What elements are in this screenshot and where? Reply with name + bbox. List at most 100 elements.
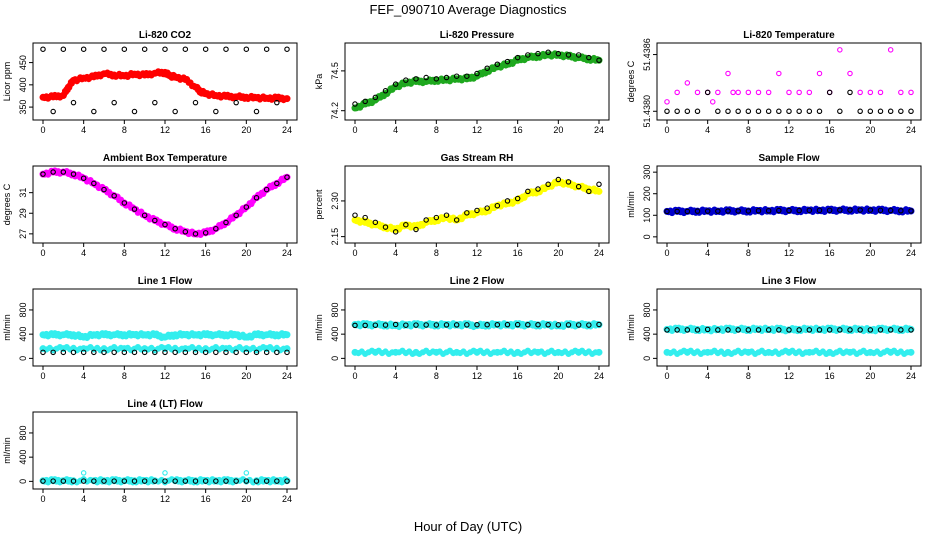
data-point [755, 208, 762, 214]
x-tick-label: 20 [865, 125, 875, 135]
data-point [504, 58, 511, 65]
data-point [525, 188, 531, 195]
data-point [555, 176, 562, 183]
data-point [545, 322, 551, 328]
data-point [70, 478, 77, 484]
data-point [274, 180, 280, 187]
data-point [253, 478, 260, 484]
series-flow_b [663, 347, 915, 358]
data-point [152, 478, 158, 484]
y-tick-label: 100 [642, 208, 652, 223]
data-point [898, 108, 904, 115]
data-point [898, 208, 904, 214]
x-tick-label: 0 [40, 371, 45, 381]
data-point [565, 322, 572, 328]
data-point [725, 208, 731, 214]
x-tick-label: 12 [160, 125, 170, 135]
x-tick-label: 12 [472, 371, 482, 381]
data-point [40, 171, 46, 177]
data-point [182, 46, 189, 52]
data-point [786, 327, 792, 333]
data-point [796, 108, 802, 115]
x-tick-label: 4 [393, 125, 398, 135]
data-point [867, 207, 874, 213]
data-point [847, 327, 853, 333]
x-tick-label: 0 [40, 248, 45, 258]
data-point [121, 46, 128, 52]
data-point [91, 349, 97, 356]
x-tick-label: 16 [201, 125, 211, 135]
data-point [857, 108, 863, 115]
x-tick-label: 8 [122, 371, 127, 381]
y-axis-label: ml/min [314, 314, 324, 341]
data-point [555, 50, 562, 57]
data-point [755, 327, 762, 333]
data-point [908, 208, 914, 214]
data-point [60, 46, 67, 52]
x-tick-label: 8 [434, 125, 439, 135]
data-point [514, 195, 521, 202]
data-point [80, 478, 87, 484]
data-point [382, 88, 389, 94]
panel-title: Line 2 Flow [450, 276, 505, 287]
data-point [40, 349, 46, 356]
data-point [403, 322, 409, 328]
data-point [745, 327, 752, 333]
data-point [765, 327, 772, 333]
data-point [233, 349, 239, 356]
y-tick-label: 800 [18, 425, 28, 440]
y-tick-label: 800 [330, 302, 340, 317]
x-tick-label: 20 [865, 371, 875, 381]
data-point [70, 99, 77, 106]
data-point [826, 327, 833, 333]
data-point [192, 231, 199, 237]
data-point [131, 349, 138, 356]
y-tick-label: 51.4386 [642, 38, 652, 71]
data-point [213, 225, 219, 232]
data-point [826, 207, 833, 214]
data-point [816, 108, 823, 115]
panel-title: Line 4 (LT) Flow [127, 399, 203, 410]
data-point [730, 89, 736, 96]
data-point [141, 46, 148, 52]
data-point [213, 349, 219, 356]
data-point [806, 108, 813, 115]
panel-5: Sample Flow ml/min 0 4 8 12 16 20 24 0 100 200 300 [626, 153, 922, 258]
data-point [284, 174, 290, 180]
data-point [152, 99, 158, 106]
data-point [372, 219, 379, 226]
panel-title: Line 3 Flow [762, 276, 817, 287]
data-point [494, 61, 501, 67]
data-point [101, 349, 107, 356]
y-axis-label: Licor ppm [2, 62, 12, 102]
data-point [837, 207, 843, 213]
data-point [887, 207, 894, 214]
x-tick-label: 0 [664, 248, 669, 258]
data-point [837, 47, 843, 53]
x-tick-label: 0 [664, 371, 669, 381]
data-point [274, 99, 280, 106]
series-hourly [664, 207, 914, 215]
data-point [674, 327, 680, 333]
data-point [907, 348, 915, 356]
data-point [586, 322, 592, 328]
data-point [735, 108, 741, 115]
data-point [847, 89, 853, 96]
data-point [664, 327, 670, 333]
y-axis-label: ml/min [2, 437, 12, 464]
data-point [877, 327, 884, 333]
data-point [443, 74, 450, 81]
data-point [423, 74, 429, 81]
data-point [172, 478, 178, 484]
data-point [694, 208, 701, 214]
x-tick-label: 12 [160, 494, 170, 504]
series-hourly [40, 349, 290, 356]
data-point [91, 478, 97, 484]
data-point [474, 207, 480, 214]
data-point [182, 478, 189, 484]
data-point [837, 108, 843, 115]
data-point [545, 181, 551, 188]
data-point [857, 207, 863, 213]
data-point [694, 327, 701, 333]
